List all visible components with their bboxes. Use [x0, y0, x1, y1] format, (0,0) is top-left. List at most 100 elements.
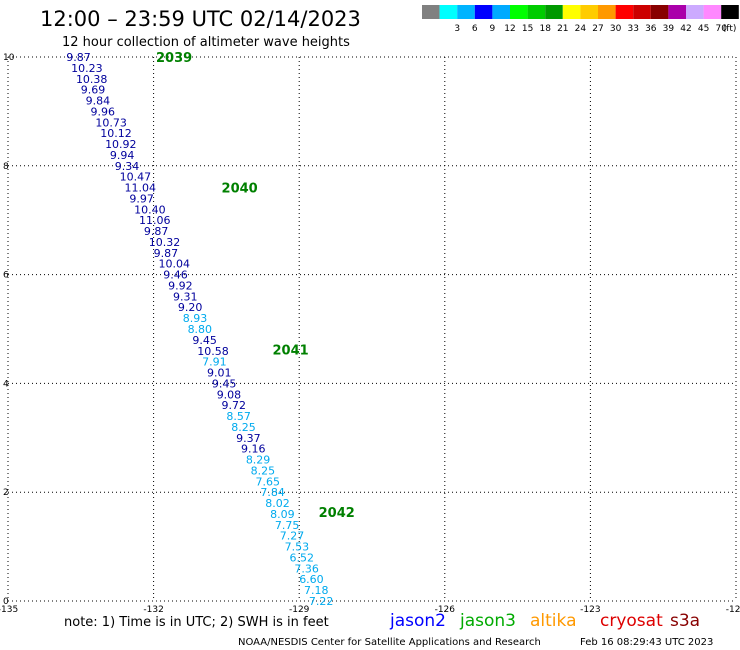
- latitude-tick-label: 10: [3, 53, 15, 63]
- page-subtitle: 12 hour collection of altimeter wave hei…: [62, 35, 350, 50]
- color-scale-swatch: [510, 5, 528, 19]
- color-scale-swatch: [580, 5, 598, 19]
- color-scale-swatch: [527, 5, 546, 19]
- wave-height-value: 9.72: [222, 399, 247, 412]
- color-scale-swatch: [650, 5, 669, 19]
- satellite-legend-jason3: jason3: [459, 611, 516, 631]
- color-scale-swatch: [457, 5, 475, 19]
- wave-height-value: 10.73: [95, 116, 127, 129]
- wave-height-value: 9.87: [144, 225, 169, 238]
- wave-height-value: 7.75: [275, 519, 300, 532]
- wave-height-value: 10.04: [158, 258, 190, 271]
- color-scale-label: 6: [472, 24, 478, 34]
- wave-height-value: 10.58: [197, 345, 229, 358]
- footer-credit: NOAA/NESDIS Center for Satellite Applica…: [238, 637, 541, 648]
- satellite-legend-cryosat: cryosat: [600, 611, 663, 631]
- color-scale-label: 9: [490, 24, 496, 34]
- footer-note: note: 1) Time is in UTC; 2) SWH is in fe…: [64, 615, 329, 630]
- longitude-tick-label: -126: [435, 605, 456, 615]
- map-grid: [7, 56, 737, 602]
- wave-height-observations: 9.8710.2310.389.699.849.9610.7310.1210.9…: [66, 51, 333, 608]
- wave-height-value: 8.29: [246, 454, 271, 467]
- color-scale-label: 39: [663, 24, 675, 34]
- wave-height-value: 7.36: [294, 562, 319, 575]
- longitude-tick-label: -129: [289, 605, 310, 615]
- color-scale-swatch: [562, 5, 581, 19]
- wave-height-value: 9.69: [81, 84, 106, 97]
- pass-label: 2041: [273, 344, 309, 359]
- color-scale-unit: (ft): [723, 24, 737, 34]
- color-scale-label: 42: [680, 24, 691, 34]
- wave-height-value: 11.04: [124, 182, 156, 195]
- color-scale-label: 70: [715, 24, 727, 34]
- wave-height-value: 9.92: [168, 279, 193, 292]
- orbit-pass-labels: 2039 2040 2041 2042: [156, 51, 355, 521]
- wave-height-value: 9.34: [115, 160, 140, 173]
- satellite-legend-altika: altika: [530, 611, 577, 631]
- wave-height-value: 9.84: [86, 95, 111, 108]
- latitude-tick-label: 8: [3, 162, 9, 172]
- pass-label: 2042: [319, 506, 355, 521]
- color-scale-label: 45: [698, 24, 709, 34]
- wave-height-value: 8.57: [226, 410, 251, 423]
- latitude-tick-label: 2: [3, 488, 9, 498]
- latitude-tick-label: 4: [3, 379, 9, 389]
- longitude-tick-label: -132: [143, 605, 163, 615]
- color-scale-swatch: [439, 5, 458, 19]
- wave-height-value: 7.84: [260, 486, 285, 499]
- latitude-tick-label: 6: [3, 271, 9, 281]
- wave-height-value: 11.06: [139, 214, 171, 227]
- color-scale-label: 3: [454, 24, 460, 34]
- color-scale-label: 12: [504, 24, 515, 34]
- satellite-legend-jason2: jason2: [389, 611, 446, 631]
- color-scale-swatch: [615, 5, 634, 19]
- pass-label: 2039: [156, 51, 192, 66]
- wave-height-value: 9.45: [192, 334, 217, 347]
- wave-height-value: 9.20: [178, 301, 203, 314]
- color-scale-label: 24: [575, 24, 587, 34]
- wave-height-value: 7.53: [285, 541, 310, 554]
- color-scale-label: 27: [592, 24, 603, 34]
- wave-height-value: 8.93: [183, 312, 208, 325]
- color-scale-swatch: [668, 5, 686, 19]
- color-scale-swatch: [492, 5, 510, 19]
- wave-height-value: 10.38: [76, 73, 108, 86]
- wave-height-value: 9.01: [207, 367, 232, 380]
- color-scale-label: 15: [522, 24, 533, 34]
- wave-height-value: 9.08: [217, 388, 242, 401]
- color-scale-swatch: [633, 5, 651, 19]
- wave-height-value: 7.18: [304, 584, 329, 597]
- wave-height-value: 8.09: [270, 508, 295, 521]
- wave-height-value: 10.23: [71, 62, 103, 75]
- color-scale-label: 18: [539, 24, 551, 34]
- latitude-ticks: 0 2 4 6 8 10: [3, 53, 15, 607]
- wave-height-value: 9.87: [66, 51, 91, 64]
- color-scale-label: 36: [645, 24, 657, 34]
- wave-height-value: 9.45: [212, 377, 237, 390]
- color-scale-label: 30: [610, 24, 622, 34]
- color-scale-label: 33: [627, 24, 638, 34]
- wave-height-value: 10.47: [120, 171, 152, 184]
- color-scale-swatch: [474, 5, 493, 19]
- latitude-tick-label: 0: [3, 597, 9, 607]
- wave-height-value: 6.52: [289, 551, 314, 564]
- wave-height-value: 9.97: [129, 192, 154, 205]
- wave-height-value: 8.25: [231, 421, 256, 434]
- longitude-tick-label: -123: [580, 605, 600, 615]
- wave-height-value: 9.94: [110, 149, 135, 162]
- wave-height-value: 10.12: [100, 127, 132, 140]
- color-scale-legend: 3 6 9 12 15 18 21 24 27 30 33 36 39 42 45 70(ft): [422, 5, 739, 34]
- wave-height-value: 9.87: [154, 247, 179, 260]
- wave-height-value: 10.32: [149, 236, 181, 249]
- color-scale-swatch: [545, 5, 563, 19]
- satellite-legend: jason2 jason3 altika cryosat s3a: [389, 611, 700, 631]
- color-scale-label: 21: [557, 24, 568, 34]
- longitude-tick-label: -135: [0, 605, 18, 615]
- satellite-legend-s3a: s3a: [670, 611, 700, 631]
- pass-label: 2040: [222, 182, 258, 197]
- wave-height-value: 10.92: [105, 138, 137, 151]
- wave-height-value: 9.16: [241, 443, 266, 456]
- longitude-ticks: -135 -132 -129 -126 -123 -120: [0, 605, 740, 615]
